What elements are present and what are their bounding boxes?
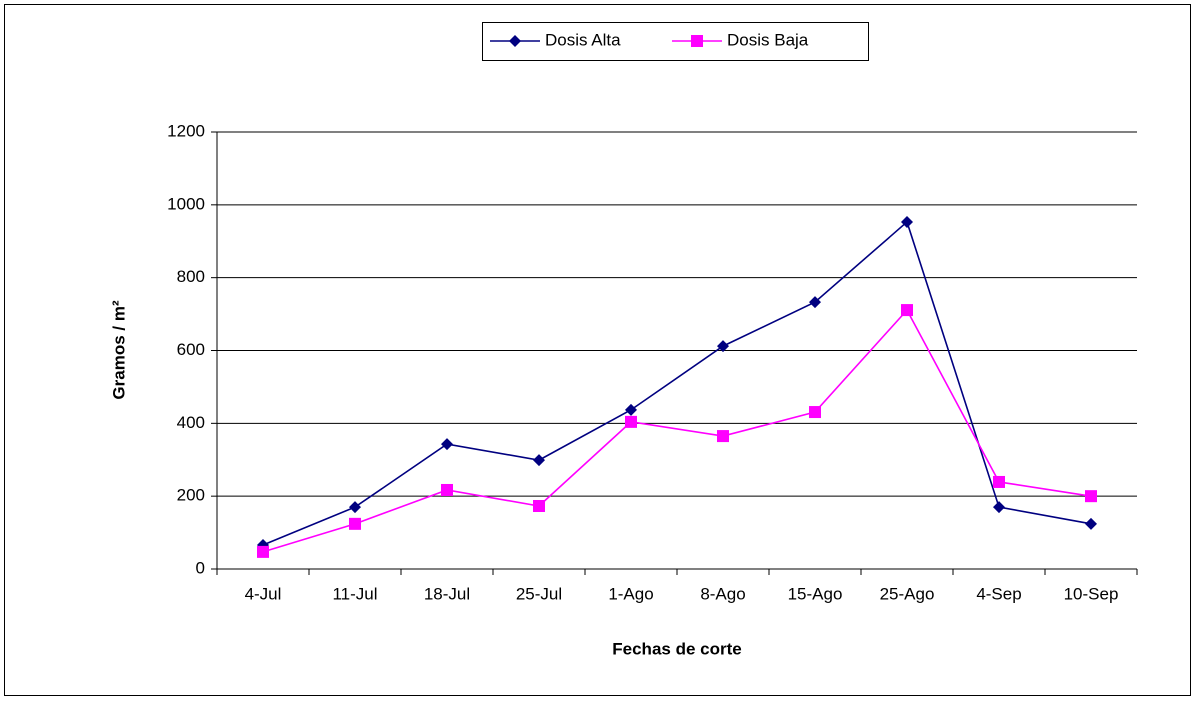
- point: [1085, 517, 1097, 530]
- y-tick-label: 200: [177, 486, 205, 505]
- point: [993, 475, 1005, 488]
- legend-label: Dosis Alta: [545, 30, 621, 49]
- x-tick-label: 4-Jul: [245, 584, 282, 603]
- x-tick-label: 1-Ago: [608, 584, 653, 603]
- x-tick-label: 10-Sep: [1064, 584, 1119, 603]
- point: [625, 403, 637, 416]
- x-tick-label: 4-Sep: [976, 584, 1021, 603]
- y-axis-label: Gramos / m²: [109, 300, 128, 400]
- x-tick-label: 18-Jul: [424, 584, 470, 603]
- point: [625, 415, 637, 428]
- point: [717, 340, 729, 353]
- point: [901, 215, 913, 228]
- series-line: [262, 308, 1092, 553]
- y-tick-label: 1200: [167, 121, 205, 140]
- y-tick-label: 600: [177, 340, 205, 359]
- x-tick-label: 25-Jul: [516, 584, 562, 603]
- y-tick-label: 800: [177, 267, 205, 286]
- x-tick-label: 25-Ago: [880, 584, 935, 603]
- point: [1085, 490, 1097, 503]
- x-tick-label: 8-Ago: [700, 584, 745, 603]
- series-line: [262, 220, 1092, 546]
- y-tick-label: 1000: [167, 194, 205, 213]
- x-tick-label: 15-Ago: [788, 584, 843, 603]
- legend-marker: [691, 35, 703, 47]
- point: [993, 501, 1005, 514]
- point: [349, 501, 361, 514]
- point: [441, 483, 453, 496]
- y-tick-label: 0: [196, 558, 205, 577]
- point: [441, 438, 453, 451]
- point: [349, 517, 361, 530]
- legend-label: Dosis Baja: [727, 30, 809, 49]
- point: [533, 499, 545, 512]
- y-tick-label: 400: [177, 413, 205, 432]
- point: [257, 545, 269, 558]
- x-axis-label: Fechas de corte: [612, 639, 741, 658]
- x-tick-label: 11-Jul: [332, 584, 377, 603]
- point: [533, 454, 545, 467]
- point: [901, 304, 913, 317]
- point: [809, 406, 821, 419]
- point: [717, 430, 729, 443]
- point: [809, 296, 821, 309]
- legend-marker: [509, 35, 521, 47]
